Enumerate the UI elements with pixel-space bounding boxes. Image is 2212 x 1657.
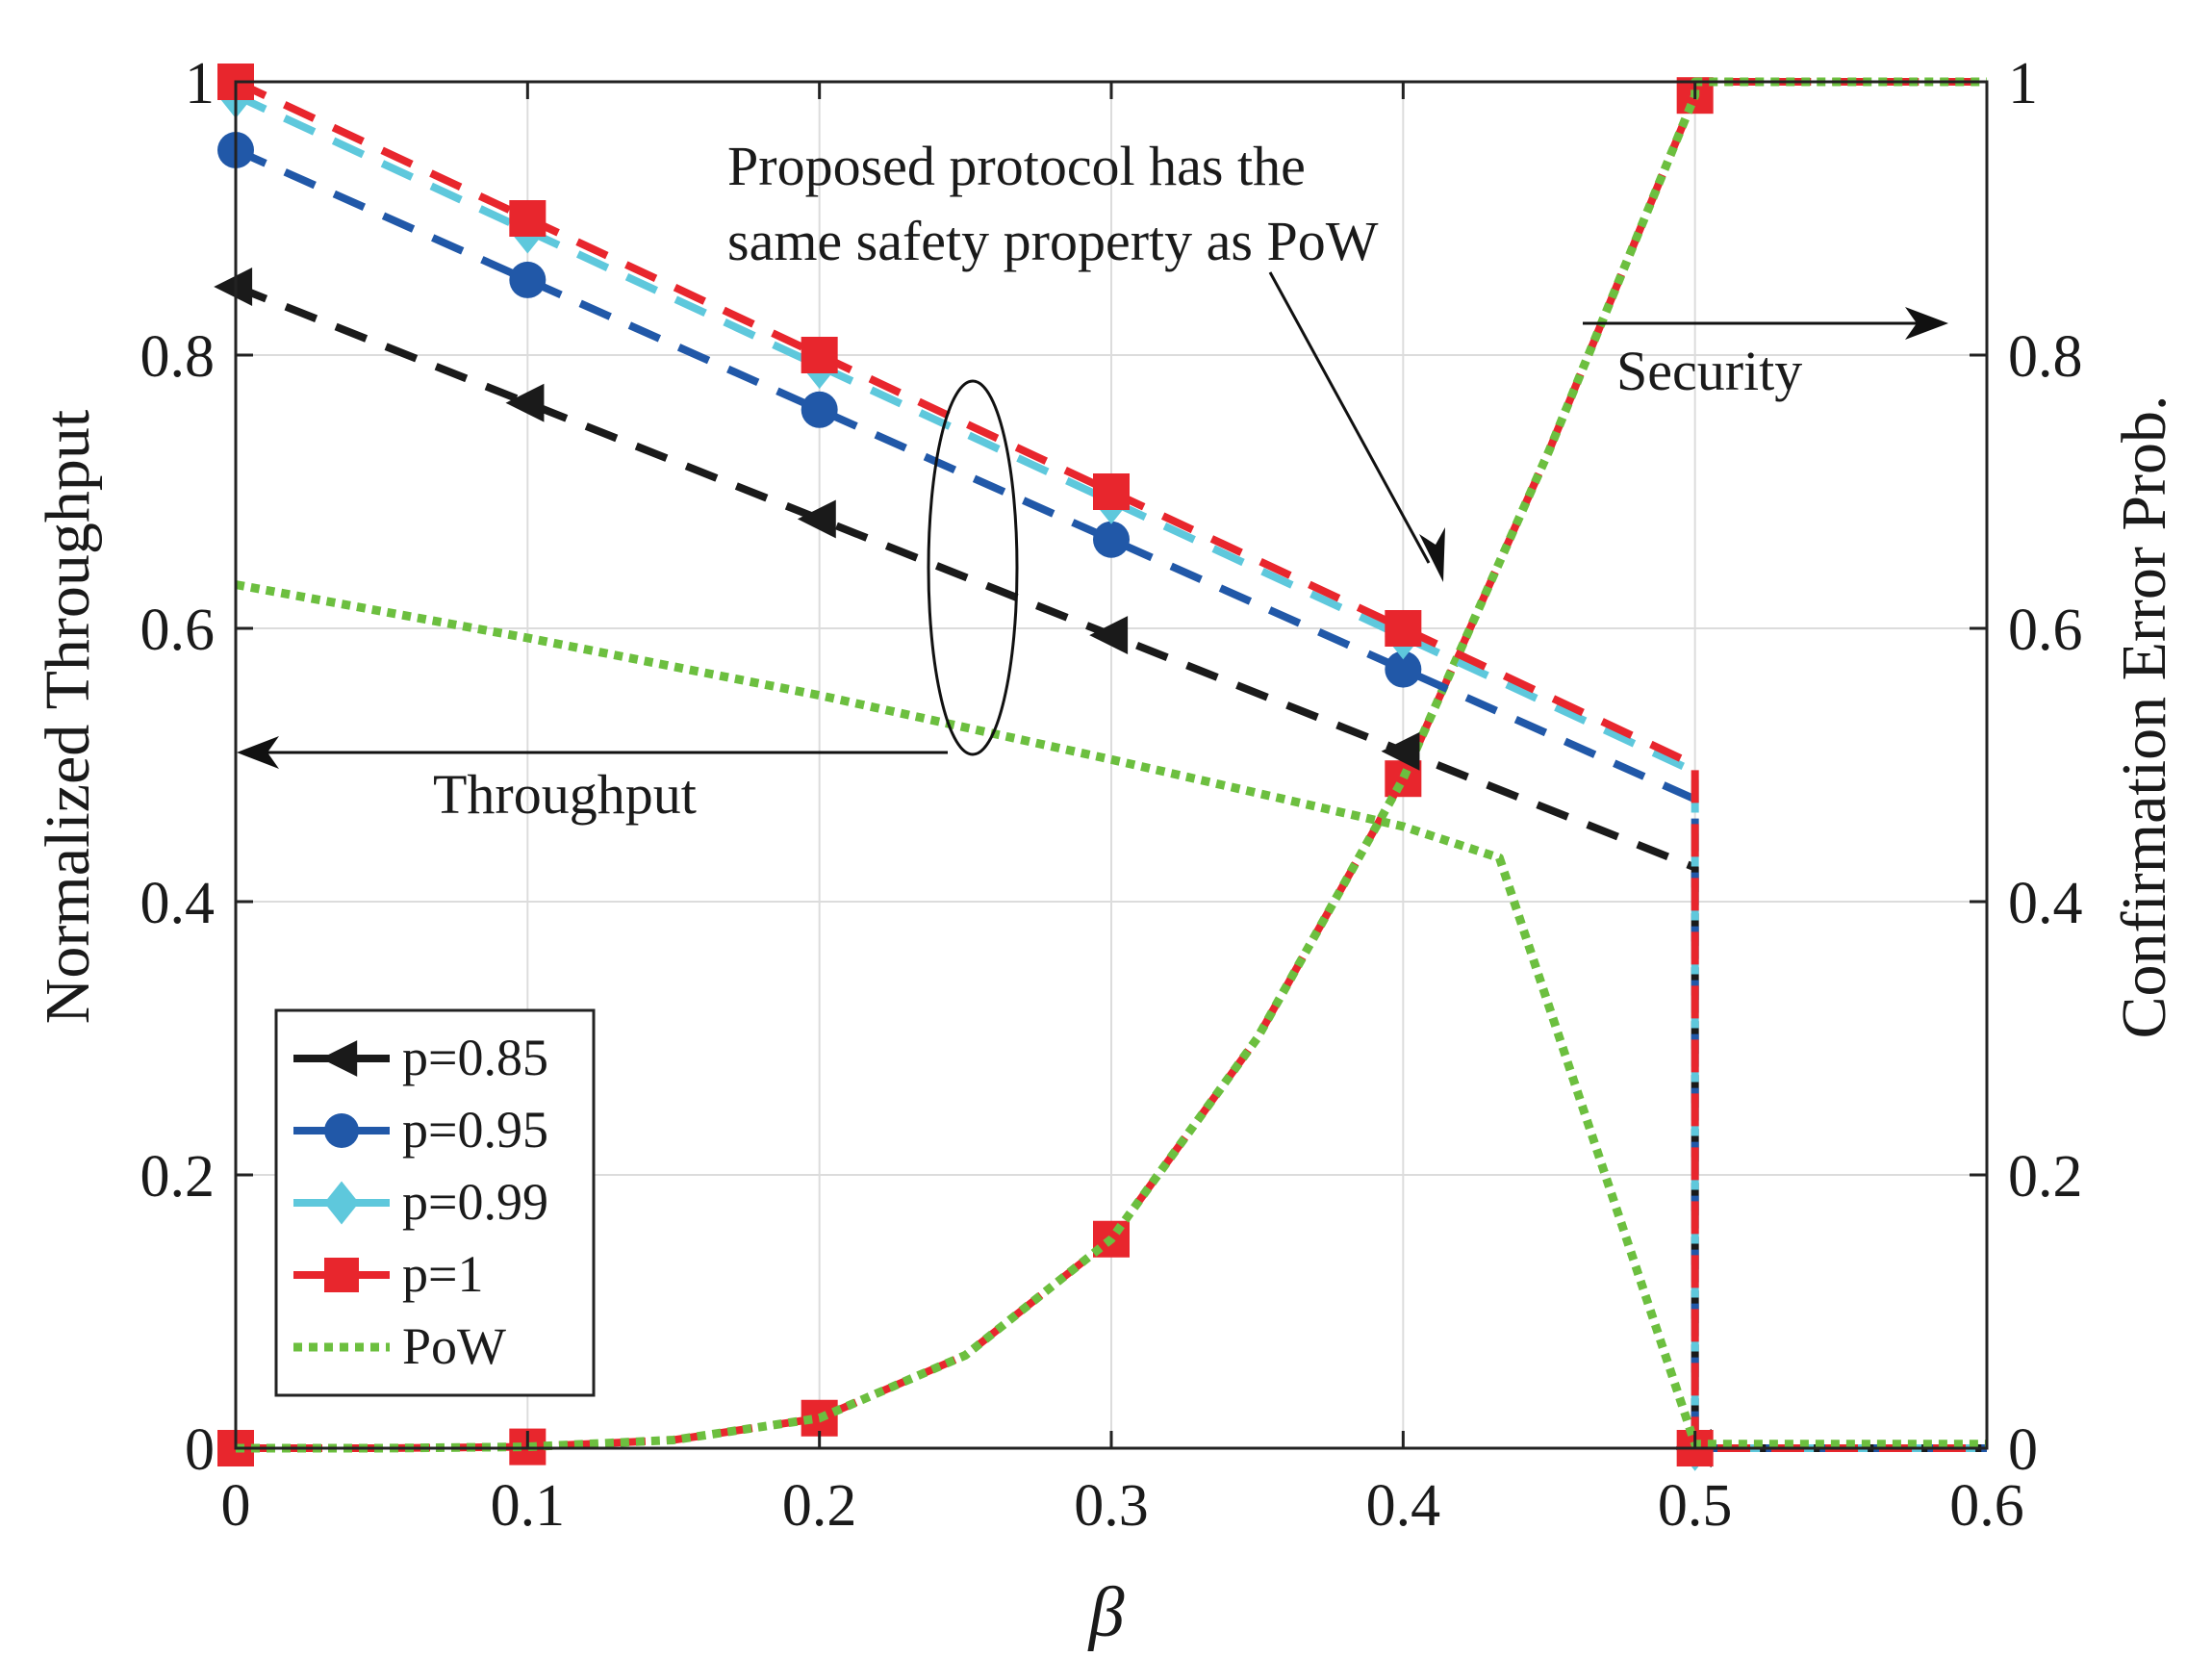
- y-tick-label-left-5: 1: [185, 51, 215, 116]
- safety-arrow-line: [1268, 271, 1431, 564]
- throughput-arrow-head: [237, 736, 279, 769]
- y-tick-label-left-3: 0.6: [140, 598, 216, 663]
- legend-swatch-marker-1: [324, 1113, 359, 1148]
- x-tick-label-6: 0.6: [1949, 1473, 2024, 1539]
- throughput-series-1-point-3: [1093, 521, 1130, 558]
- y-tick-label-left-0: 0: [185, 1417, 215, 1483]
- throughput-series-0-point-4: [1381, 731, 1420, 771]
- legend: p=0.85 p=0.95 p=0.99 p=1 PoW: [274, 1008, 596, 1397]
- legend-swatch-marker-3: [324, 1258, 359, 1292]
- y-tick-label-left-2: 0.4: [140, 871, 216, 936]
- y-tick-label-right-5: 1: [2008, 51, 2038, 116]
- y-tick-label-left-1: 0.2: [140, 1144, 216, 1210]
- throughput-series-4-line: [235, 580, 1987, 1449]
- throughput-series-0-point-1: [505, 383, 545, 422]
- legend-swatch-marker-2: [324, 1181, 359, 1225]
- legend-label-p095: p=0.95: [402, 1101, 548, 1159]
- axis-ticks: 0 0.1 0.2 0.3 0.4 0.5 0.60 00.2 0.20.4 0.40.6 0.60…: [140, 51, 2083, 1539]
- annotations: Throughput Security Proposed protocol ha…: [237, 135, 1948, 826]
- legend-swatch-marker-0: [320, 1040, 358, 1077]
- x-tick-label-5: 0.5: [1658, 1473, 1733, 1539]
- x-axis-label: β: [1087, 1573, 1125, 1652]
- y-tick-label-right-4: 0.8: [2008, 324, 2083, 390]
- safety-arrow-head: [1419, 527, 1445, 582]
- throughput-series-3-line: [234, 78, 1987, 1452]
- throughput-series-1-point-4: [1385, 650, 1422, 688]
- throughput-series-3-point-4: [1385, 610, 1422, 647]
- throughput-series-0-point-3: [1089, 616, 1129, 655]
- throughput-series-3-point-2: [801, 337, 838, 373]
- x-tick-label-1: 0.1: [491, 1473, 566, 1539]
- x-tick-label-2: 0.2: [782, 1473, 857, 1539]
- throughput-series-0-point-2: [797, 499, 836, 539]
- x-tick-label-4: 0.4: [1366, 1473, 1441, 1539]
- legend-label-p085: p=0.85: [402, 1029, 548, 1086]
- throughput-group-ellipse: [927, 379, 1019, 756]
- y-axis-label-right: Confirmation Error Prob.: [2109, 395, 2179, 1038]
- throughput-series-0-point-0: [214, 268, 253, 306]
- safety-annotation-line1: Proposed protocol has the: [727, 135, 1306, 197]
- safety-annotation-line2: same safety property as PoW: [727, 210, 1379, 272]
- throughput-series-1-point-1: [509, 261, 547, 298]
- throughput-series-1-point-2: [801, 391, 838, 428]
- y-tick-label-right-3: 0.6: [2008, 598, 2083, 663]
- legend-label-pow: PoW: [402, 1317, 506, 1375]
- x-tick-label-3: 0.3: [1074, 1473, 1149, 1539]
- y-tick-label-right-0: 0: [2008, 1417, 2038, 1483]
- legend-swatches: [293, 1040, 390, 1352]
- throughput-series-3-point-3: [1093, 473, 1130, 510]
- throughput-series-3-point-1: [509, 200, 547, 237]
- legend-label-p099: p=0.99: [402, 1173, 548, 1231]
- y-tick-label-right-1: 0.2: [2008, 1144, 2083, 1210]
- y-tick-label-left-4: 0.8: [140, 324, 216, 390]
- legend-label-p1: p=1: [402, 1245, 483, 1303]
- security-arrow-head: [1905, 307, 1948, 340]
- y-axis-label-left: Normalized Throughput: [33, 410, 103, 1024]
- throughput-annotation: Throughput: [433, 763, 697, 826]
- x-tick-label-0: 0: [221, 1473, 251, 1539]
- security-annotation: Security: [1616, 340, 1802, 402]
- y-tick-label-right-2: 0.4: [2008, 871, 2083, 936]
